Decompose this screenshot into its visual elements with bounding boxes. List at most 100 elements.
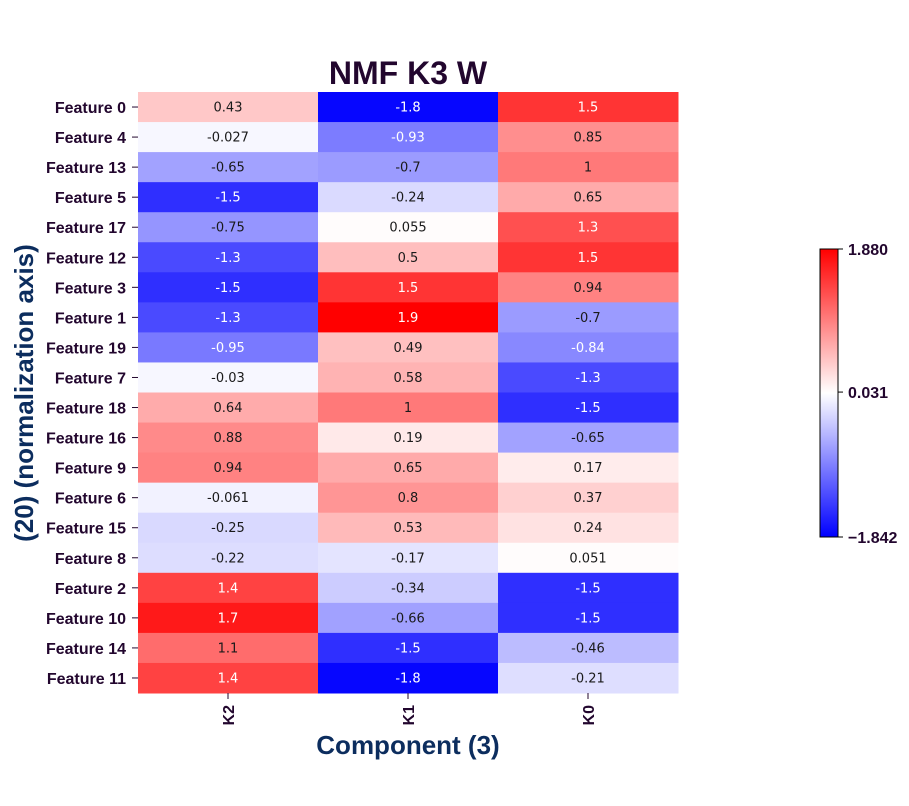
heatmap-cell — [498, 182, 679, 213]
row-tick-label: Feature 2 — [55, 581, 126, 598]
heatmap-cell — [498, 572, 679, 604]
cell-value-label: -1.8 — [395, 101, 420, 116]
cell-value-label: 1.7 — [218, 611, 239, 626]
cell-value-label: 0.49 — [394, 341, 423, 356]
heatmap-cell — [318, 272, 499, 303]
heatmap-cell — [318, 182, 499, 213]
heatmap-cell — [138, 572, 319, 604]
cell-value-label: 1.9 — [398, 311, 419, 326]
cell-value-label: 1.3 — [578, 221, 599, 236]
heatmap-cell — [138, 542, 319, 574]
heatmap-cell — [318, 362, 499, 393]
colorbar-tick-label: 1.880 — [848, 242, 888, 259]
row-tick-label: Feature 13 — [46, 160, 126, 177]
row-tick-label: Feature 3 — [55, 280, 126, 297]
cell-value-label: -1.5 — [575, 401, 600, 416]
heatmap-cell — [138, 92, 319, 123]
cell-value-label: 0.055 — [389, 221, 426, 236]
heatmap-cell — [318, 302, 499, 333]
heatmap-cell — [138, 362, 319, 393]
cell-value-label: 1.5 — [578, 251, 599, 266]
heatmap-cell — [498, 152, 679, 183]
heatmap-cell — [138, 182, 319, 213]
cell-value-label: 1.5 — [398, 281, 419, 296]
heatmap-cell — [498, 542, 679, 574]
heatmap-cell — [318, 152, 499, 183]
y-axis-label: (20) (normalization axis) — [9, 244, 39, 542]
cell-value-label: -0.65 — [211, 161, 245, 176]
cell-value-label: 0.94 — [214, 461, 243, 476]
heatmap-cell — [498, 92, 679, 123]
colorbar-ticks: 1.880 0.031 −1.842 — [838, 242, 897, 547]
cell-value-label: 0.8 — [398, 491, 419, 506]
cell-value-label: 0.24 — [574, 521, 603, 536]
heatmap-cell — [318, 452, 499, 484]
heatmap-cell — [318, 332, 499, 363]
cell-value-label: 0.051 — [569, 551, 606, 566]
cell-value-label: -1.5 — [395, 641, 420, 656]
row-tick-label: Feature 4 — [55, 130, 126, 147]
heatmap-cell — [318, 392, 499, 424]
row-tick-label: Feature 12 — [46, 250, 126, 267]
cell-value-label: 0.65 — [574, 191, 603, 206]
cell-value-label: 0.17 — [574, 461, 603, 476]
cell-value-label: -1.3 — [575, 371, 600, 386]
heatmap-cell — [138, 422, 319, 454]
heatmap-cell — [138, 512, 319, 544]
heatmap-cell — [498, 122, 679, 153]
cell-value-label: -0.25 — [211, 521, 245, 536]
cell-value-label: -1.5 — [215, 281, 240, 296]
heatmap-cell — [138, 242, 319, 273]
heatmap-cell — [318, 122, 499, 153]
row-tick-label: Feature 5 — [55, 190, 126, 207]
cell-value-label: 0.85 — [574, 131, 603, 146]
colorbar — [819, 248, 839, 538]
heatmap-cell — [318, 242, 499, 273]
cell-value-label: 1 — [404, 401, 412, 416]
heatmap-cell — [498, 512, 679, 544]
row-tick-label: Feature 17 — [46, 220, 126, 237]
row-tick-label: Feature 18 — [46, 401, 126, 418]
cell-value-label: 1.4 — [218, 581, 239, 596]
heatmap-cell — [498, 242, 679, 273]
row-tick-label: Feature 10 — [46, 611, 126, 628]
heatmap-cell — [318, 542, 499, 574]
row-tick-label: Feature 0 — [55, 100, 126, 117]
heatmap-cell — [138, 602, 319, 634]
heatmap-cells — [138, 92, 679, 694]
cell-value-label: 0.64 — [214, 401, 243, 416]
colorbar-tick-label: −1.842 — [848, 530, 897, 547]
heatmap-cell — [138, 302, 319, 333]
row-tick-label: Feature 8 — [55, 551, 126, 568]
heatmap-cell — [498, 452, 679, 484]
cell-value-label: 0.88 — [214, 431, 243, 446]
cell-value-label: -0.7 — [395, 161, 420, 176]
heatmap-cell — [498, 392, 679, 424]
heatmap-cell — [318, 92, 499, 123]
column-tick-label: K0 — [581, 705, 598, 726]
cell-value-label: 0.5 — [398, 251, 419, 266]
cell-value-label: -1.5 — [575, 611, 600, 626]
cell-value-label: 1.1 — [218, 641, 239, 656]
heatmap-cell — [498, 302, 679, 333]
row-tick-label: Feature 16 — [46, 431, 126, 448]
heatmap-cell — [138, 632, 319, 664]
heatmap-cell — [498, 212, 679, 243]
heatmap-cell — [318, 602, 499, 634]
cell-value-label: -1.5 — [215, 191, 240, 206]
cell-value-label: -0.46 — [571, 641, 605, 656]
heatmap-cell — [498, 362, 679, 393]
cell-value-label: -1.8 — [395, 671, 420, 686]
cell-value-label: 1.5 — [578, 101, 599, 116]
heatmap-cell-labels: 0.43 -1.8 1.5 -0.027 -0.93 0.85 -0.65 -0.7 1 -1.5… — [207, 101, 607, 687]
cell-value-label: -0.03 — [211, 371, 245, 386]
cell-value-label: -0.75 — [211, 221, 245, 236]
cell-value-label: 0.65 — [394, 461, 423, 476]
cell-value-label: 0.58 — [394, 371, 423, 386]
row-tick-label: Feature 15 — [46, 521, 126, 538]
row-tick-label: Feature 1 — [55, 310, 126, 327]
heatmap-cell — [498, 332, 679, 363]
row-tick-label: Feature 6 — [55, 491, 126, 508]
heatmap-cell — [318, 422, 499, 454]
heatmap-cell — [498, 482, 679, 514]
